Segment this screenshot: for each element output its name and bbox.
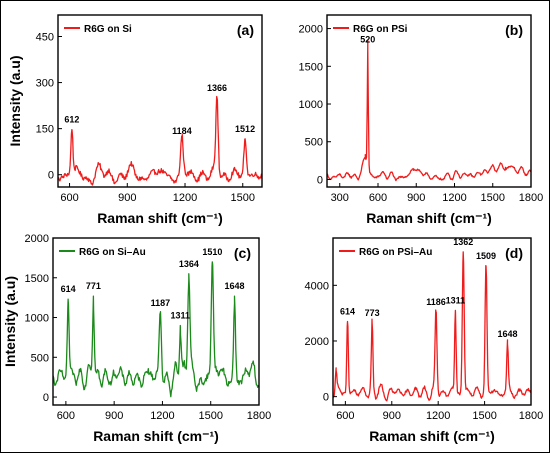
y-axis-label: Intensity (a.u) <box>7 55 23 146</box>
peak-label: 773 <box>365 308 380 318</box>
y-tick-label: 500 <box>305 137 323 149</box>
legend-label: R6G on PSi–Au <box>359 247 432 258</box>
peak-label: 1187 <box>151 298 171 308</box>
y-tick-label: 4000 <box>305 280 329 292</box>
x-tick-label: 1800 <box>519 410 543 422</box>
peak-label: 612 <box>64 115 79 125</box>
x-tick-label: 900 <box>407 192 425 204</box>
x-axis-label: Raman shift (cm⁻¹) <box>97 210 223 226</box>
panel-d: 600 900 1200 1500 1800 0 2000 4000 Raman shift (… <box>305 237 544 444</box>
x-tick-label: 1200 <box>173 192 197 204</box>
peak-label: 1512 <box>235 124 255 134</box>
legend-label: R6G on Si <box>84 24 132 35</box>
y-tick-label: 2000 <box>305 336 329 348</box>
y-tick-label: 450 <box>36 32 54 44</box>
y-tick-label: 0 <box>317 174 323 186</box>
panel-label: (a) <box>237 22 254 38</box>
x-tick-label: 1800 <box>519 192 543 204</box>
peak-label: 771 <box>86 281 101 291</box>
y-axis-label: Intensity (a.u) <box>2 276 18 367</box>
y-tick-label: 1500 <box>25 273 49 285</box>
x-tick-label: 1500 <box>231 192 255 204</box>
x-tick-label: 1800 <box>247 410 271 422</box>
x-tick-label: 900 <box>105 410 123 422</box>
y-tick-label: 150 <box>36 124 54 136</box>
peak-label: 614 <box>340 307 355 317</box>
x-tick-label: 1500 <box>472 410 496 422</box>
panel-c: 600 900 1200 1500 1800 0 500 1000 1500 2000 Raman … <box>2 233 271 444</box>
y-tick-label: 0 <box>43 392 49 404</box>
y-tick-label: 0 <box>48 170 54 182</box>
y-tick-label: 500 <box>31 352 49 364</box>
legend-label: R6G on Si–Au <box>79 247 146 258</box>
peak-label: 1366 <box>207 83 227 93</box>
x-tick-label: 900 <box>383 410 401 422</box>
plot-frame <box>332 237 532 406</box>
x-tick-label: 600 <box>369 192 387 204</box>
spectrum-line <box>333 251 531 402</box>
panel-b: 300 600 900 1200 1500 1800 0 500 1000 1500 2000 Ram… <box>299 14 543 226</box>
spectrum-line <box>327 39 531 182</box>
x-axis-label: Raman shift (cm⁻¹) <box>369 428 495 444</box>
panel-label: (d) <box>505 245 523 261</box>
peak-label: 1648 <box>497 329 517 339</box>
y-tick-label: 1500 <box>299 61 323 73</box>
panel-label: (c) <box>234 245 251 261</box>
x-tick-label: 1500 <box>481 192 505 204</box>
peak-label: 1184 <box>172 126 192 136</box>
x-axis-label: Raman shift (cm⁻¹) <box>93 428 219 444</box>
panel-label: (b) <box>505 22 523 38</box>
x-tick-label: 1200 <box>150 410 174 422</box>
peak-label: 1311 <box>171 310 191 320</box>
x-tick-label: 900 <box>118 192 136 204</box>
y-tick-label: 2000 <box>25 233 49 245</box>
y-tick-label: 2000 <box>299 24 323 36</box>
peak-label: 1510 <box>202 247 222 257</box>
spectrum-line <box>58 95 262 186</box>
peak-label: 1311 <box>446 295 466 305</box>
y-tick-label: 300 <box>36 78 54 90</box>
x-tick-label: 600 <box>336 410 354 422</box>
peak-label: 1364 <box>179 259 199 269</box>
peak-label: 1362 <box>453 237 473 247</box>
x-tick-label: 600 <box>57 410 75 422</box>
y-tick-label: 1000 <box>299 99 323 111</box>
panel-a: 600 900 1200 1500 0 150 300 450 Raman shift (cm⁻… <box>7 14 263 226</box>
spectrum-line <box>53 261 259 398</box>
x-axis-label: Raman shift (cm⁻¹) <box>366 210 492 226</box>
y-tick-label: 1000 <box>25 313 49 325</box>
plot-frame <box>57 14 263 188</box>
x-tick-label: 300 <box>331 192 349 204</box>
legend-label: R6G on PSi <box>353 24 408 35</box>
x-tick-label: 1200 <box>442 192 466 204</box>
peak-label: 1648 <box>225 281 245 291</box>
x-tick-label: 1200 <box>426 410 450 422</box>
plot-frame <box>326 14 532 188</box>
y-tick-label: 0 <box>323 392 329 404</box>
peak-label: 614 <box>61 284 76 294</box>
peak-label: 1186 <box>426 297 446 307</box>
plot-frame <box>52 237 260 406</box>
x-tick-label: 1500 <box>198 410 222 422</box>
peak-label: 520 <box>360 35 375 45</box>
x-tick-label: 600 <box>60 192 78 204</box>
peak-label: 1509 <box>476 251 496 261</box>
